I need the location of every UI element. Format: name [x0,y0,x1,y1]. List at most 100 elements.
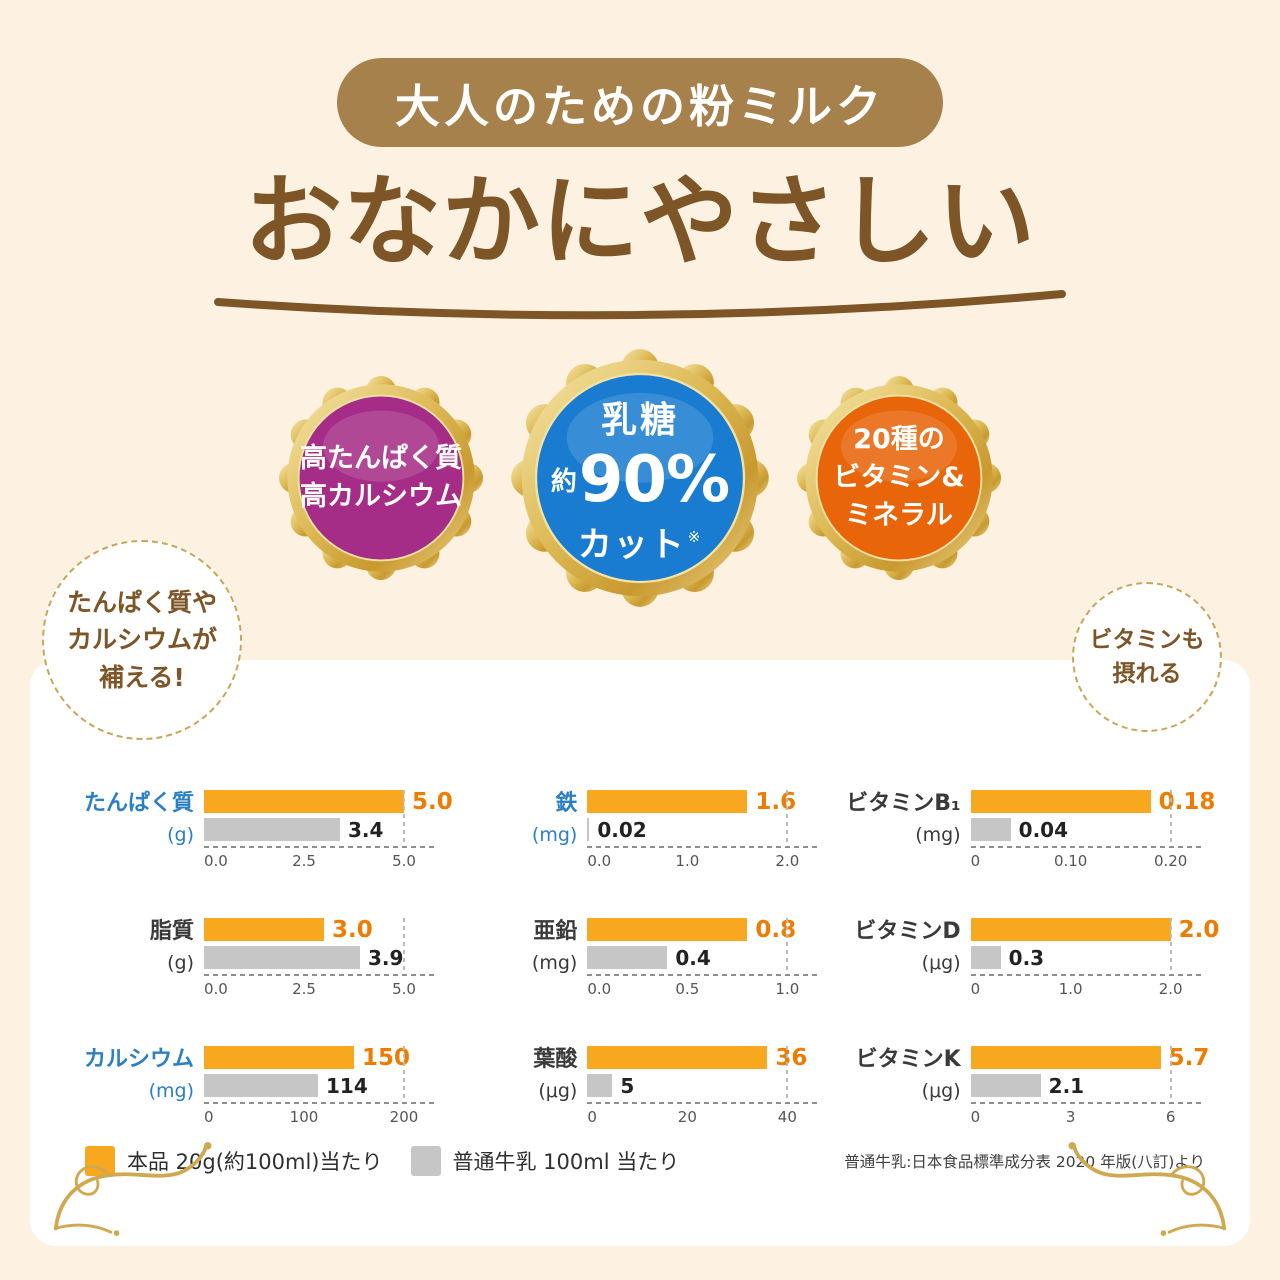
nutrient-name: たんぱく質 [83,791,194,816]
milk-bar [970,946,1001,969]
axis-tick: 2.5 [292,980,316,998]
milk-value: 0.4 [675,945,711,970]
axis-max-gridline [1169,790,1172,845]
nutrient-name: ビタミンB₁ [846,791,961,816]
axis-tick: 20 [677,1108,697,1126]
milk-value: 114 [326,1073,368,1098]
product-value: 0.8 [755,916,797,943]
corner-flourish-icon [53,1141,212,1236]
product-value: 5.0 [412,788,453,815]
axis-tick: 5.0 [392,852,416,870]
nutrient-unit: (μg) [921,1080,961,1103]
badge-percent: 90% [578,442,730,517]
nutrient-unit: (mg) [531,824,578,847]
axis-tick: 200 [389,1108,419,1126]
legend-label-product: 本品 20g(約100ml)当たり [127,1150,383,1174]
axis-max-gridline [786,790,789,845]
product-value: 2.0 [1178,916,1220,943]
axis-tick: 0.20 [1153,852,1188,870]
product-value: 3.0 [332,916,373,943]
chart-bars: 0.8 0.4 0.0 0.5 1.0 [587,917,818,1000]
nutrient-chart-protein: たんぱく質 (g) 5.0 3.4 0.0 2.5 5.0 [72,789,453,872]
milk-value: 0.3 [1008,945,1045,970]
chart-label: ビタミンB₁ (mg) [839,790,961,847]
title-banner: 大人のための粉ミルク [336,58,944,147]
product-bar [204,918,324,941]
milk-value: 3.4 [348,817,384,842]
legend-item-milk: 普通牛乳 100ml 当たり [410,1146,680,1176]
chart-label: 葉酸 (μg) [455,1046,577,1102]
product-value: 36 [775,1044,808,1071]
milk-value: 0.04 [1018,817,1069,842]
nutrient-chart-vitamin-b1: ビタミンB₁ (mg) 0.18 0.04 0 0.10 0.20 [839,789,1215,872]
legend-swatch-product [85,1146,115,1176]
axis-ticks: 0 3 6 [971,1108,1176,1128]
axis-line [970,974,1201,976]
chart-bars: 36 5 0 20 40 [587,1045,818,1128]
legend-item-product: 本品 20g(約100ml)当たり [85,1146,383,1176]
axis-tick: 1.0 [675,852,700,870]
badge-percent-row: 約 90% [550,442,730,517]
product-bar-row: 36 [587,1045,807,1071]
nutrient-name: 鉄 [555,791,578,816]
legend-label-milk: 普通牛乳 100ml 当たり [452,1150,680,1174]
axis-line [587,846,818,848]
milk-bar-row: 3.4 [204,817,404,842]
axis-max-gridline [403,790,405,845]
axis-tick: 0.0 [587,852,612,870]
medal-gold-ring [278,375,484,581]
axis-tick: 0.0 [587,980,612,998]
nutrient-unit: (mg) [915,824,961,847]
badge-lactose-cut: 乳糖 約 90% カット ※ [510,348,770,608]
nutrient-name: 亜鉛 [533,919,578,944]
axis-max-gridline [403,1046,405,1101]
milk-bar [587,818,590,841]
product-bar [587,1046,768,1069]
product-value: 0.18 [1158,788,1216,815]
product-bar [970,918,1171,941]
axis-max-gridline [1169,1046,1172,1101]
milk-value: 3.9 [368,945,404,970]
chart-label: カルシウム (mg) [72,1046,194,1102]
badge-cut-label: カット [577,524,686,565]
chart-bars: 1.6 0.02 0.0 1.0 2.0 [587,789,818,872]
milk-bar [970,1074,1041,1097]
nutrient-name: ビタミンD [854,919,961,944]
medal-gold-ring [796,375,1002,581]
product-bar [970,1046,1161,1069]
nutrition-chart-grid: たんぱく質 (g) 5.0 3.4 0.0 2.5 5.0 鉄 [72,789,1219,1128]
badge-line: 高カルシウム [300,481,462,512]
milk-bar-row: 0.02 [587,817,787,842]
milk-bar-row: 5 [587,1073,787,1098]
badge-line: ミネラル [845,500,953,532]
milk-bar [587,1074,613,1097]
medal-gold-ring [511,349,769,607]
badge-approx: 約 [550,467,577,497]
axis-max-gridline [1169,918,1172,973]
nutrient-name: 葉酸 [533,1047,578,1072]
corner-flourish-icon [1068,1141,1227,1236]
badge-vitamins-minerals-text: 20種の ビタミン& ミネラル [796,375,1002,581]
axis-ticks: 0.0 0.5 1.0 [587,980,799,1000]
product-bar [587,918,748,941]
axis-max-gridline [786,1046,789,1101]
nutrient-chart-folate: 葉酸 (μg) 36 5 0 20 40 [455,1045,828,1128]
axis-tick: 0 [970,980,981,998]
badge-line: 20種の [853,423,945,455]
axis-tick: 2.5 [292,852,316,870]
callout-protein-calcium: たんぱく質や カルシウムが 補える! [42,540,242,740]
nutrient-chart-vitamin-d: ビタミンD (μg) 2.0 0.3 0 1.0 2.0 [839,917,1219,1000]
chart-label: ビタミンK (μg) [839,1046,961,1102]
milk-value: 5 [620,1073,635,1098]
milk-bar-row: 0.3 [970,945,1171,970]
nutrient-name: ビタミンK [855,1047,961,1072]
axis-tick: 1.0 [775,980,800,998]
product-bar [587,790,748,813]
milk-bar-row: 0.04 [970,817,1171,842]
badge-lactose-cut-text: 乳糖 約 90% カット ※ [510,348,770,608]
axis-ticks: 0 1.0 2.0 [970,980,1183,1000]
product-bar [970,790,1151,813]
milk-value: 0.02 [597,817,647,842]
nutrient-chart-iron: 鉄 (mg) 1.6 0.02 0.0 1.0 2.0 [455,789,828,872]
chart-label: 脂質 (g) [72,918,194,974]
